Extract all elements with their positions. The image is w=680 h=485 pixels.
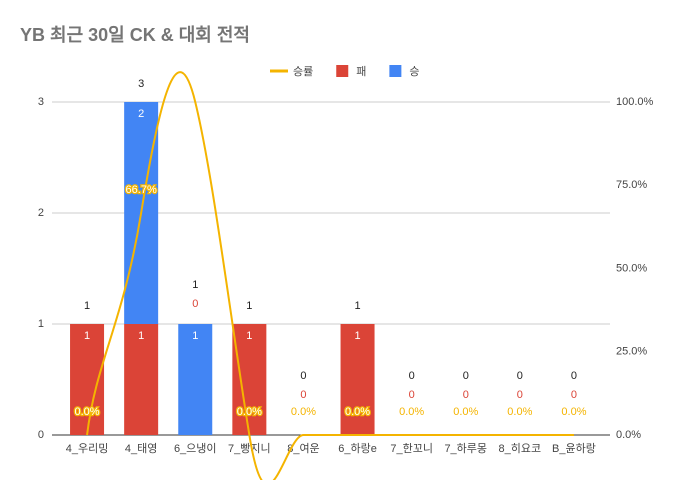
y2-tick-label: 75.0% — [616, 179, 647, 191]
x-tick-label: 6_하랑e — [338, 441, 377, 455]
total-label: 1 — [84, 300, 90, 312]
x-tick-label: 4_태영 — [125, 442, 157, 455]
bar-label: 1 — [354, 330, 360, 342]
y2-tick-label: 50.0% — [616, 262, 647, 274]
y2-tick-label: 0.0% — [616, 429, 641, 441]
total-label: 0 — [571, 370, 577, 382]
y2-tick-label: 100.0% — [616, 96, 654, 108]
bar-label: 0 — [517, 389, 523, 401]
line-label: 0.0% — [453, 406, 478, 418]
total-label: 0 — [517, 370, 523, 382]
total-label: 3 — [138, 78, 144, 90]
bar-label: 0 — [463, 389, 469, 401]
bar-label: 1 — [84, 330, 90, 342]
bar-label: 1 — [138, 330, 144, 342]
bar — [178, 324, 213, 435]
line-label: 0.0% — [399, 406, 424, 418]
bar — [124, 324, 159, 435]
legend-label: 승률 — [293, 65, 313, 78]
bar — [340, 324, 375, 435]
x-tick-label: 6_으냉이 — [174, 442, 217, 455]
legend-label: 승 — [409, 65, 419, 78]
bar-label: 0 — [409, 389, 415, 401]
line-label: 0.0% — [345, 406, 370, 418]
legend-label: 패 — [356, 65, 366, 78]
bar-label: 1 — [246, 330, 252, 342]
bar-label: 1 — [192, 330, 198, 342]
bar — [232, 324, 267, 435]
total-label: 1 — [192, 279, 198, 291]
y2-tick-label: 25.0% — [616, 346, 647, 358]
chart-title: YB 최근 30일 CK & 대회 전적 — [20, 25, 250, 45]
line-label: 0.0% — [561, 406, 586, 418]
total-label: 0 — [409, 370, 415, 382]
line-label: 0.0% — [75, 406, 100, 418]
total-label: 0 — [300, 370, 306, 382]
x-tick-label: 7_하루몽 — [444, 441, 487, 455]
total-label: 1 — [246, 300, 252, 312]
line-label: 66.7% — [126, 184, 157, 196]
bar-label: 0 — [571, 389, 577, 401]
bar-label: 0 — [192, 298, 198, 310]
x-tick-label: 4_우리밍 — [66, 442, 109, 455]
total-label: 1 — [354, 300, 360, 312]
line-label: 0.0% — [237, 406, 262, 418]
y-tick-label: 0 — [38, 429, 44, 441]
x-tick-label: B_윤하랑 — [552, 441, 596, 455]
x-tick-label: 7_한꼬니 — [390, 442, 433, 455]
bar-label: 0 — [300, 389, 306, 401]
y-tick-label: 1 — [38, 318, 44, 330]
bar-label: 2 — [138, 108, 144, 120]
x-tick-label: 8_히요코 — [499, 441, 542, 455]
line-label: 0.0% — [507, 406, 532, 418]
x-tick-label: 7_빵지니 — [228, 442, 271, 455]
y-tick-label: 3 — [38, 96, 44, 108]
x-tick-label: 8_여운 — [287, 442, 319, 455]
legend-swatch — [336, 65, 349, 77]
total-label: 0 — [463, 370, 469, 382]
legend-swatch — [389, 65, 402, 77]
y-tick-label: 2 — [38, 207, 44, 219]
line-label: 0.0% — [291, 406, 316, 418]
